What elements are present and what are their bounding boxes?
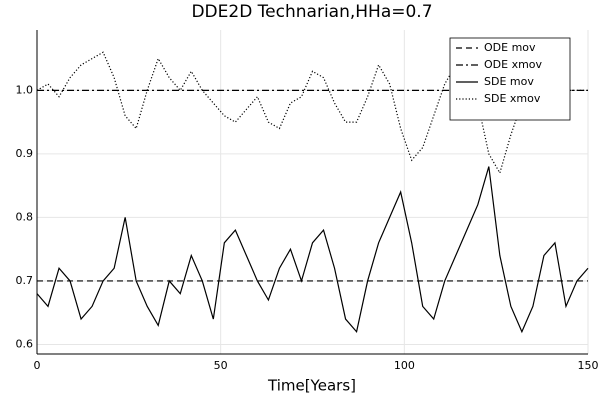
y-tick-label: 0.9 — [16, 147, 34, 160]
series-line — [36, 166, 589, 334]
x-tick-label: 100 — [394, 359, 415, 372]
x-tick-label: 50 — [214, 359, 228, 372]
legend-label: ODE mov — [484, 41, 536, 54]
legend-label: ODE xmov — [484, 58, 543, 71]
legend-label: SDE xmov — [484, 92, 541, 105]
legend-label: SDE mov — [484, 75, 534, 88]
y-tick-label: 0.6 — [16, 337, 34, 350]
y-tick-label: 0.7 — [16, 274, 34, 287]
y-tick-label: 0.8 — [16, 210, 34, 223]
x-tick-label: 150 — [578, 359, 599, 372]
series-line — [36, 50, 588, 175]
chart-title: DDE2D Technarian,HHa=0.7 — [191, 2, 432, 22]
x-tick-label: 0 — [34, 359, 41, 372]
y-tick-label: 1.0 — [16, 83, 34, 96]
legend: ODE mov ODE xmov SDE mov SDE xmov — [449, 37, 571, 121]
legend-box — [449, 37, 571, 121]
x-axis-label: Time[Years] — [267, 377, 356, 395]
